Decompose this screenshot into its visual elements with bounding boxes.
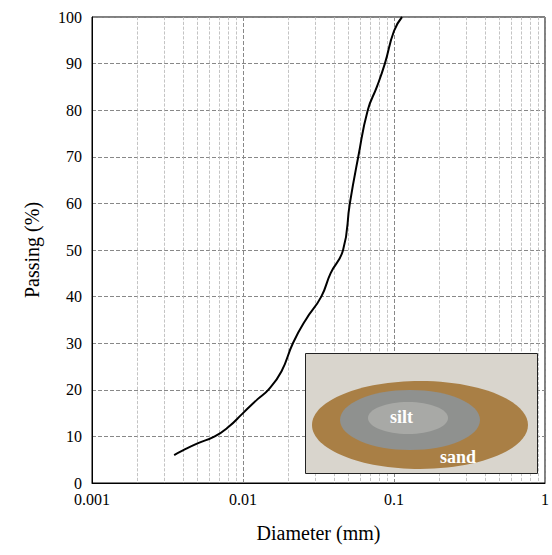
svg-text:100: 100	[58, 9, 82, 26]
svg-text:silt: silt	[390, 407, 413, 427]
svg-text:80: 80	[66, 102, 82, 119]
svg-text:0.01: 0.01	[229, 491, 257, 508]
svg-text:90: 90	[66, 55, 82, 72]
svg-text:sand: sand	[440, 447, 476, 467]
svg-text:70: 70	[66, 148, 82, 165]
svg-text:0.001: 0.001	[74, 491, 110, 508]
svg-text:50: 50	[66, 242, 82, 259]
svg-text:0: 0	[74, 475, 82, 492]
svg-text:Diameter (mm): Diameter (mm)	[257, 522, 381, 545]
svg-text:0.1: 0.1	[384, 491, 404, 508]
svg-text:1: 1	[541, 491, 549, 508]
svg-text:60: 60	[66, 195, 82, 212]
svg-text:40: 40	[66, 288, 82, 305]
svg-text:20: 20	[66, 381, 82, 398]
svg-text:30: 30	[66, 335, 82, 352]
svg-text:10: 10	[66, 428, 82, 445]
svg-text:Passing (%): Passing (%)	[21, 202, 44, 298]
